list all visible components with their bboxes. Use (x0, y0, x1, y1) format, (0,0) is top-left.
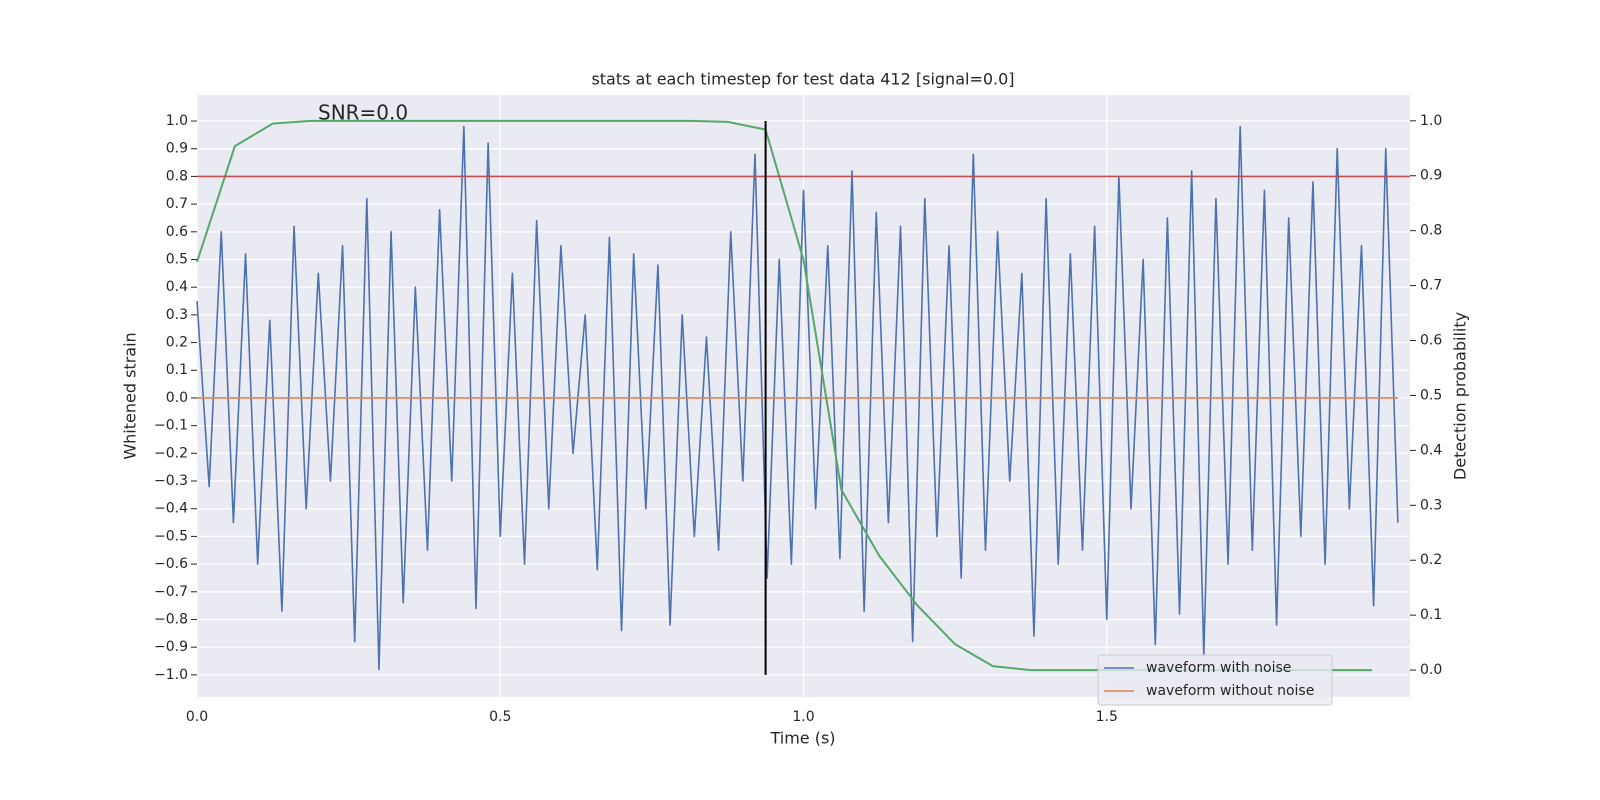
y-tick-label: −0.5 (154, 528, 188, 544)
x-tick-label: 0.0 (186, 709, 208, 725)
y-tick-label: −0.7 (154, 584, 188, 600)
y-tick-label: −0.2 (154, 445, 188, 461)
y-tick-label: 0.4 (166, 279, 188, 295)
y2-tick-label: 0.9 (1420, 168, 1442, 184)
series-line (196, 125, 1399, 671)
y2-tick-label: 0.0 (1420, 662, 1442, 678)
x-tick-label: 1.0 (792, 709, 814, 725)
x-tick-label: 1.5 (1096, 709, 1118, 725)
y-tick-label: 0.3 (166, 307, 188, 323)
y-tick-label: −0.8 (154, 611, 188, 627)
y-tick-label: 0.2 (166, 335, 188, 351)
y-tick-label: −0.6 (154, 556, 188, 572)
y2-tick-label: 0.5 (1420, 387, 1442, 403)
y-tick-label: −0.3 (154, 473, 188, 489)
y-tick-label: 0.8 (166, 168, 188, 184)
y2-tick-label: 0.4 (1420, 442, 1442, 458)
y-tick-label: −0.4 (154, 501, 188, 517)
y-tick-label: 0.1 (166, 362, 188, 378)
legend-label: waveform without noise (1146, 683, 1314, 699)
annotation: SNR=0.0 (318, 101, 408, 125)
y-tick-label: 1.0 (166, 113, 188, 129)
y-tick-label: −1.0 (154, 667, 188, 683)
y-tick-label: 0.5 (166, 251, 188, 267)
y2-tick-label: 0.3 (1420, 497, 1442, 513)
y2-tick-label: 0.2 (1420, 552, 1442, 568)
legend-box (1097, 654, 1333, 706)
y-tick-label: 0.0 (166, 390, 188, 406)
y-tick-label: −0.9 (154, 639, 188, 655)
y-axis-label: Whitened strain (121, 332, 140, 459)
y2-axis-label: Detection probability (1451, 312, 1470, 480)
x-tick-label: 0.5 (489, 709, 511, 725)
y-tick-label: 0.9 (166, 141, 188, 157)
legend-label: waveform with noise (1146, 660, 1291, 676)
y-tick-label: −0.1 (154, 418, 188, 434)
y2-tick-label: 0.8 (1420, 223, 1442, 239)
y2-tick-label: 0.7 (1420, 278, 1442, 294)
y2-tick-label: 1.0 (1420, 113, 1442, 129)
y-tick-label: 0.7 (166, 196, 188, 212)
chart-title: stats at each timestep for test data 412… (591, 70, 1014, 89)
y2-tick-label: 0.1 (1420, 607, 1442, 623)
y2-tick-label: 0.6 (1420, 333, 1442, 349)
legend: waveform with noise waveform without nois… (1097, 654, 1333, 706)
x-axis-label: Time (s) (769, 729, 835, 748)
y-tick-label: 0.6 (166, 224, 188, 240)
